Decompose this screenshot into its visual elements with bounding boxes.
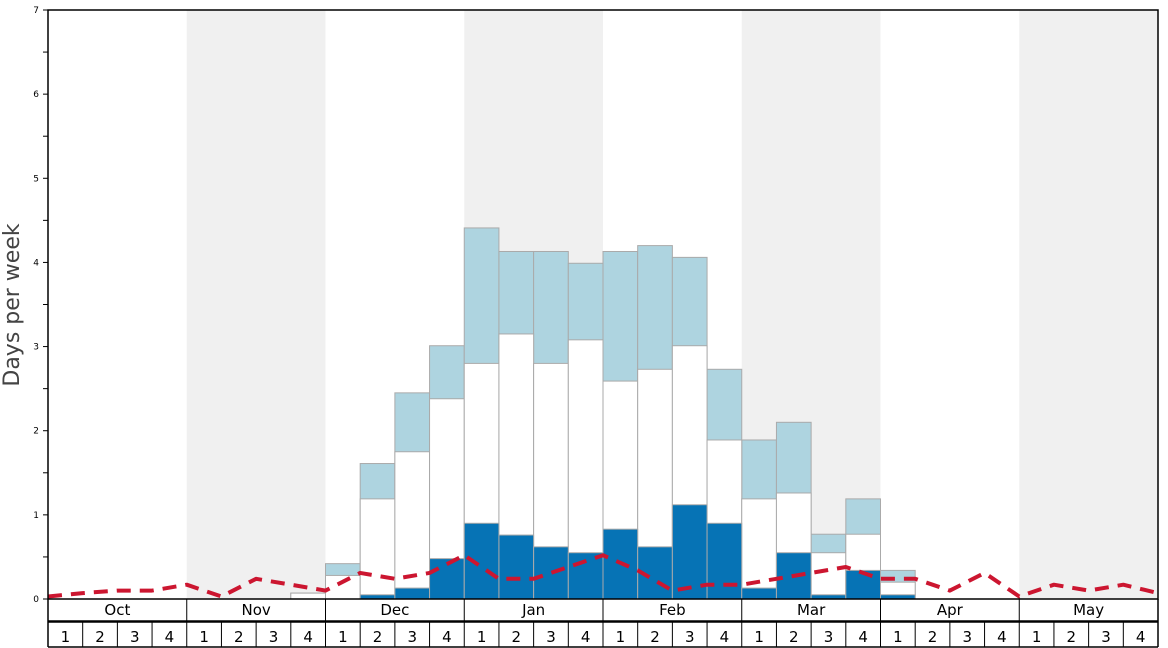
month-label-mar: Mar (797, 601, 826, 619)
month-label-dec: Dec (380, 601, 409, 619)
rain-line-path (47, 553, 1159, 599)
y-tick-label: 3 (33, 343, 39, 353)
bar-dark-18 (671, 504, 708, 600)
shade-may (1019, 10, 1158, 599)
x-axis: Oct 1 2 3 4 Nov 1 2 3 4 Dec 1 2 3 4 Jan 1 2 3 4 Feb 1 2 3 4 Mar 1 2… (47, 599, 1159, 648)
week-label: 3 (962, 628, 972, 646)
bar-dark-10 (394, 587, 431, 600)
week-label: 2 (95, 628, 105, 646)
month-label-nov: Nov (241, 601, 270, 619)
week-label: 2 (789, 628, 799, 646)
week-label: 3 (685, 628, 695, 646)
bar-white-9 (359, 498, 396, 600)
bar-white-22 (810, 552, 847, 600)
y-tick-label: 5 (33, 174, 39, 184)
week-label: 3 (1101, 628, 1111, 646)
week-label: 4 (997, 628, 1007, 646)
week-label: 1 (893, 628, 903, 646)
week-label: 1 (199, 628, 209, 646)
week-label: 1 (477, 628, 487, 646)
shade-nov (186, 10, 326, 599)
bar-dark-13 (498, 534, 535, 600)
y-tick-label: 2 (33, 427, 39, 437)
bar-dark-20 (741, 587, 777, 600)
rain-line (47, 553, 1159, 599)
week-label: 1 (1032, 628, 1042, 646)
month-label-may: May (1073, 601, 1104, 619)
week-label: 4 (581, 628, 591, 646)
week-label: 4 (303, 628, 313, 646)
y-axis-label: Days per week (0, 223, 25, 386)
week-label: 4 (165, 628, 175, 646)
week-label: 3 (407, 628, 417, 646)
bar-white-8 (325, 574, 361, 600)
month-label-feb: Feb (659, 601, 686, 619)
y-tick-label: 1 (33, 511, 39, 521)
week-label: 3 (546, 628, 556, 646)
bar-dark-11 (429, 558, 465, 600)
bar-white-7 (290, 592, 326, 600)
bar-dark-14 (533, 546, 569, 600)
week-label: 2 (234, 628, 244, 646)
week-label: 4 (720, 628, 730, 646)
y-tick-label: 7 (33, 6, 39, 16)
month-label-oct: Oct (104, 601, 130, 619)
week-label: 2 (928, 628, 938, 646)
y-tick-label: 4 (33, 258, 39, 268)
week-label: 2 (373, 628, 383, 646)
week-label: 3 (824, 628, 834, 646)
week-label: 1 (338, 628, 348, 646)
week-label: 4 (858, 628, 868, 646)
y-tick-label: 0 (33, 595, 39, 605)
month-label-apr: Apr (937, 601, 964, 619)
week-label: 3 (269, 628, 279, 646)
week-label: 3 (130, 628, 140, 646)
bar-dark-19 (706, 522, 743, 600)
y-tick-label: 6 (33, 90, 39, 100)
week-label: 2 (1067, 628, 1077, 646)
week-label: 4 (442, 628, 452, 646)
month-label-jan: Jan (521, 601, 545, 619)
week-label: 2 (650, 628, 660, 646)
week-label: 1 (754, 628, 764, 646)
week-label: 4 (1136, 628, 1146, 646)
week-label: 1 (61, 628, 71, 646)
week-label: 1 (616, 628, 626, 646)
bars (290, 227, 916, 600)
week-label: 2 (512, 628, 522, 646)
